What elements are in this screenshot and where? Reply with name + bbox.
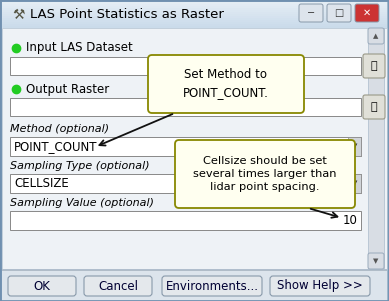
Text: ▼: ▼	[352, 144, 357, 150]
Text: Sampling Type (optional): Sampling Type (optional)	[10, 161, 150, 171]
Text: Cellsize should be set
several times larger than
lidar point spacing.: Cellsize should be set several times lar…	[193, 156, 337, 192]
Bar	[2, 2, 387, 4]
FancyBboxPatch shape	[270, 276, 370, 296]
Text: Method (optional): Method (optional)	[10, 124, 109, 134]
Bar	[2, 26, 387, 28]
Text: Show Help >>: Show Help >>	[277, 280, 363, 293]
Bar	[2, 20, 387, 22]
Bar	[10, 57, 361, 75]
Bar	[2, 4, 387, 6]
Bar	[348, 137, 361, 156]
Bar	[2, 28, 387, 269]
FancyBboxPatch shape	[363, 95, 385, 119]
Text: ▼: ▼	[373, 258, 378, 264]
Text: Output Raster: Output Raster	[26, 82, 109, 95]
Bar	[10, 98, 361, 116]
Text: CELLSIZE: CELLSIZE	[14, 177, 69, 190]
FancyBboxPatch shape	[368, 28, 384, 44]
Bar	[368, 28, 384, 269]
FancyBboxPatch shape	[368, 253, 384, 269]
Bar	[10, 137, 361, 156]
Text: 📂: 📂	[371, 102, 377, 112]
Bar	[2, 24, 387, 26]
FancyBboxPatch shape	[162, 276, 262, 296]
Text: Set Method to
POINT_COUNT.: Set Method to POINT_COUNT.	[183, 69, 269, 100]
Bar	[2, 12, 387, 14]
Bar	[2, 22, 387, 24]
Text: 📂: 📂	[371, 61, 377, 71]
Text: Sampling Value (optional): Sampling Value (optional)	[10, 198, 154, 208]
Bar	[2, 28, 387, 269]
Text: ✕: ✕	[363, 8, 371, 18]
FancyBboxPatch shape	[327, 4, 351, 22]
Text: Input LAS Dataset: Input LAS Dataset	[26, 42, 133, 54]
FancyBboxPatch shape	[299, 4, 323, 22]
Bar	[2, 14, 387, 16]
Bar	[2, 269, 387, 271]
FancyBboxPatch shape	[8, 276, 76, 296]
FancyBboxPatch shape	[84, 276, 152, 296]
Bar	[2, 8, 387, 10]
Bar	[10, 211, 361, 230]
Bar	[348, 174, 361, 193]
Bar	[2, 16, 387, 18]
Text: ⚒: ⚒	[12, 8, 25, 22]
Text: ▲: ▲	[373, 33, 378, 39]
Bar	[2, 10, 387, 12]
Text: −: −	[307, 8, 315, 18]
Bar	[2, 18, 387, 20]
Text: □: □	[335, 8, 343, 18]
FancyBboxPatch shape	[355, 4, 379, 22]
Bar	[2, 269, 387, 301]
Text: OK: OK	[33, 280, 51, 293]
Text: Cancel: Cancel	[98, 280, 138, 293]
Text: 10: 10	[343, 214, 358, 227]
Bar	[2, 2, 387, 28]
FancyBboxPatch shape	[148, 55, 304, 113]
FancyBboxPatch shape	[363, 54, 385, 78]
FancyBboxPatch shape	[175, 140, 355, 208]
Text: Environments...: Environments...	[165, 280, 259, 293]
Text: POINT_COUNT: POINT_COUNT	[14, 140, 98, 153]
Text: LAS Point Statistics as Raster: LAS Point Statistics as Raster	[30, 8, 224, 21]
Bar	[2, 6, 387, 8]
Text: ▼: ▼	[352, 181, 357, 187]
Bar	[10, 174, 361, 193]
